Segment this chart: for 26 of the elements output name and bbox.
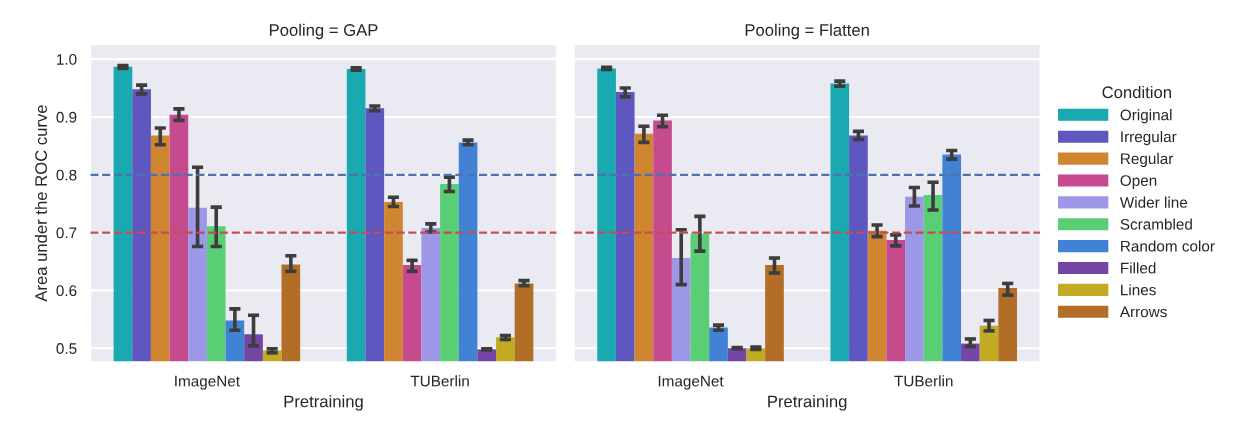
- chart-title: Pooling = GAP: [269, 23, 378, 40]
- chart-title: Pooling = Flatten: [745, 23, 869, 40]
- x-axis-title: Pretraining: [284, 395, 363, 411]
- y-tick-label: 1.0: [57, 54, 77, 65]
- legend-title: Condition: [1102, 85, 1171, 99]
- x-tick-label: TUBerlin: [894, 375, 953, 387]
- y-tick-label: 0.9: [56, 111, 77, 123]
- y-tick-label: 0.7: [56, 227, 77, 239]
- legend-label: Scrambled: [1120, 218, 1192, 230]
- legend-label: Random color: [1121, 240, 1215, 252]
- y-axis-title: Area under the ROC curve: [34, 105, 48, 302]
- x-tick-label: ImageNet: [658, 375, 724, 390]
- legend-label: Original: [1120, 109, 1172, 124]
- y-tick-label: 0.8: [56, 169, 77, 181]
- y-tick-label: 0.5: [56, 343, 77, 354]
- x-axis-title: Pretraining: [768, 395, 847, 411]
- legend-label: Lines: [1121, 284, 1156, 296]
- legend-label: Regular: [1121, 152, 1174, 168]
- legend-label: Irregular: [1121, 130, 1177, 146]
- y-tick-label: 0.6: [56, 285, 77, 297]
- legend-label: Open: [1120, 175, 1157, 189]
- legend-label: Filled: [1121, 262, 1156, 274]
- x-tick-label: ImageNet: [175, 375, 240, 390]
- legend-label: Arrows: [1119, 306, 1167, 318]
- x-tick-label: TUBerlin: [410, 375, 469, 387]
- legend-label: Wider line: [1119, 196, 1188, 208]
